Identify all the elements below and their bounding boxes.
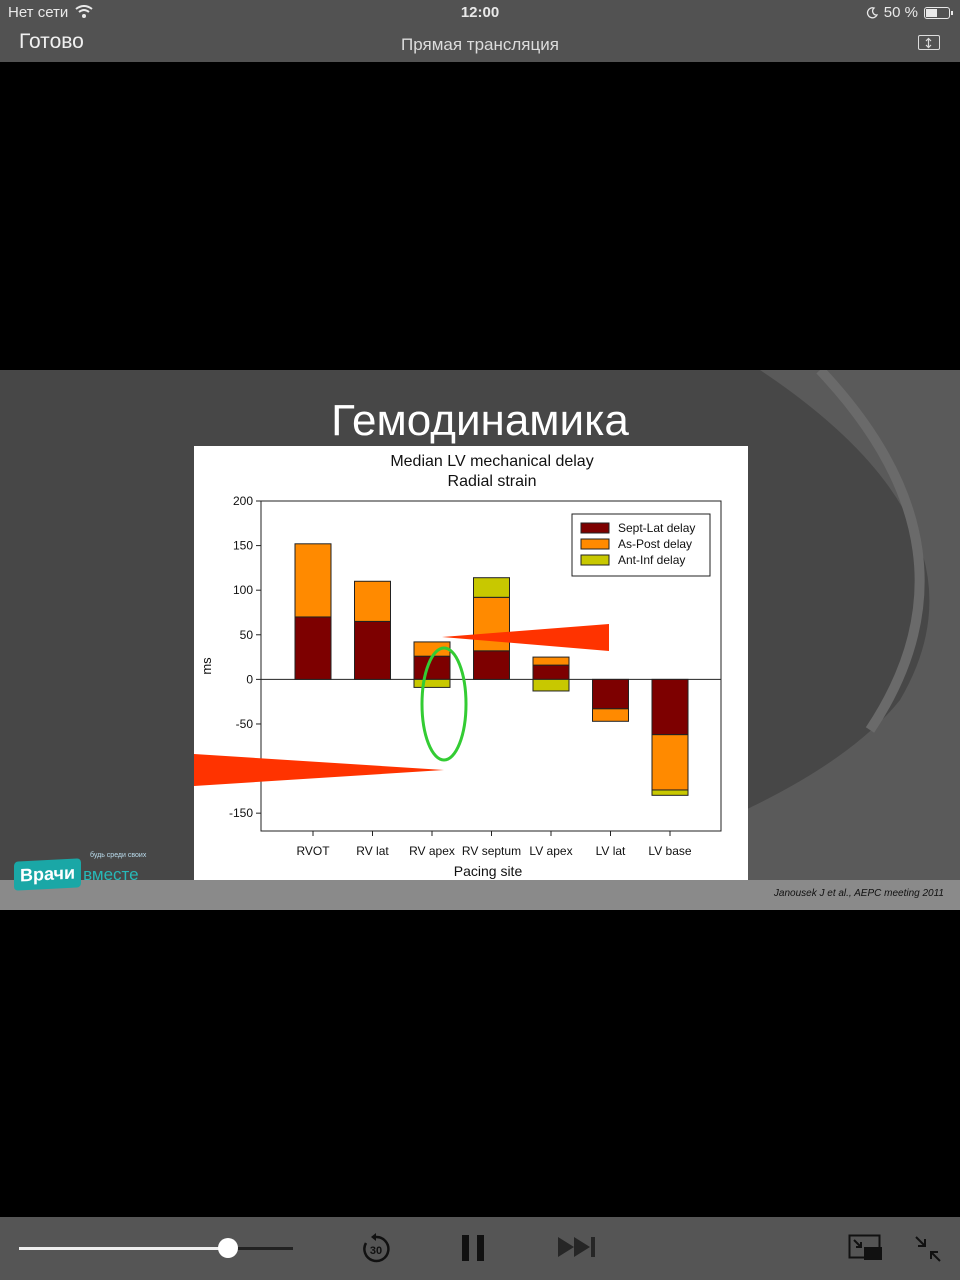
exit-fullscreen-icon[interactable] [914,1235,942,1268]
chart-title: Median LV mechanical delay [390,453,593,470]
y-tick-label: 0 [246,672,253,686]
y-tick-label: 100 [233,583,253,597]
playback-controls: 30 [0,1217,960,1280]
y-axis-label: ms [199,657,214,675]
bar-segment [294,543,332,618]
legend-swatch [580,538,610,550]
status-time: 12:00 [460,4,500,21]
legend-label: Ant-Inf delay [618,553,685,567]
y-tick-label: 150 [233,539,253,553]
y-tick-label: 200 [233,494,253,508]
skip-back-label: 30 [370,1245,382,1257]
nav-title: Прямая трансляция [401,35,559,54]
bar-segment [532,678,570,692]
bar-segment [473,577,510,598]
video-frame[interactable]: Гемодинамика Median LV mechanical delay R… [0,370,960,910]
legend-swatch [580,554,610,566]
scrubber-thumb[interactable] [217,1238,238,1258]
logo-tagline: будь среди своих [90,852,147,859]
wifi-icon [75,5,94,18]
bar-segment [532,664,570,680]
x-tick-label: RVOT [296,844,330,858]
bar-segment [354,620,391,680]
carrier-text: Нет сети [8,4,69,21]
carrier-label: Нет сети [8,4,94,21]
bar-segment [651,789,689,796]
top-bar: Нет сети 12:00 50 % Готово Прямая трансл… [0,0,960,62]
scrubber[interactable] [19,1238,293,1258]
legend-label: As-Post delay [618,537,692,551]
bar-segment [413,678,451,688]
slide-background [0,370,960,910]
logo: будь среди своих Врачи вместе [14,852,146,891]
battery-icon [924,6,953,19]
picture-in-picture-icon[interactable] [848,1234,884,1267]
chart-panel: Median LV mechanical delay Radial strain 2… [194,446,748,880]
next-track-icon[interactable] [556,1235,600,1264]
battery-status: 50 % [866,4,953,21]
y-tick-label: -50 [236,717,254,731]
logo-main: Врачи [14,858,82,891]
annotation-arrow [442,624,609,651]
x-tick-label: LV lat [596,844,626,858]
battery-percent: 50 % [883,4,918,21]
bar-segment [592,678,629,710]
annotation-ellipse [420,646,468,762]
aspect-ratio-icon[interactable] [918,35,940,50]
moon-icon [866,6,878,18]
annotation-arrow [194,754,444,786]
scrubber-progress [19,1247,228,1250]
skip-back-30-icon[interactable]: 30 [358,1231,394,1272]
x-tick-label: RV septum [462,844,521,858]
bar-chart: Median LV mechanical delay Radial strain 2… [194,453,722,879]
bar-segment [651,734,689,791]
y-tick-label: -150 [229,806,253,820]
x-tick-label: LV base [648,844,691,858]
citation: Janousek J et al., AEPC meeting 2011 [773,888,944,899]
x-axis-label: Pacing site [454,863,523,879]
y-tick-label: 50 [240,628,254,642]
pause-icon[interactable] [458,1233,490,1268]
slide-title: Гемодинамика [331,396,629,445]
logo-sub: вместе [83,865,139,884]
bar-segment [294,616,332,680]
x-tick-label: LV apex [529,844,572,858]
legend-swatch [580,522,610,534]
bar-segment [354,580,391,622]
bar-segment [473,596,510,652]
bar-segment [532,656,570,666]
x-tick-label: RV apex [409,844,455,858]
done-button[interactable]: Готово [19,30,84,53]
bar-segment [592,708,629,722]
bar-segment [651,678,689,736]
legend-label: Sept-Lat delay [618,521,695,535]
x-tick-label: RV lat [356,844,389,858]
bar-segment [473,650,510,680]
chart-subtitle: Radial strain [448,473,537,490]
